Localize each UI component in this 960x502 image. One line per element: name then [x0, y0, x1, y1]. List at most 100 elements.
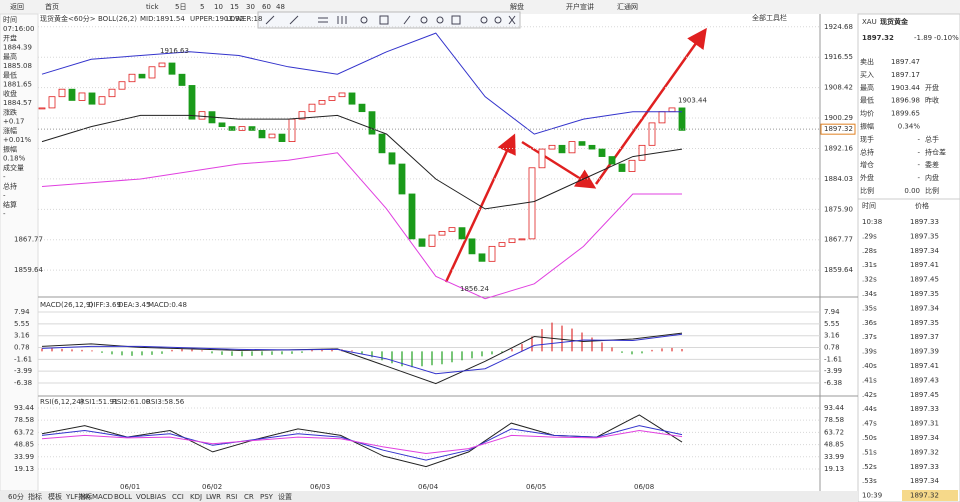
toolbar-item[interactable]: tick	[146, 3, 160, 11]
rsi3-line	[41, 429, 683, 455]
tab[interactable]: MACD	[92, 493, 113, 501]
x-date-label: 06/04	[418, 483, 439, 491]
quote-label: 振幅	[3, 145, 17, 154]
toolbar-item[interactable]: 48	[276, 3, 285, 11]
y-tick-label: -6.38	[14, 379, 32, 387]
y-tick-label: 3.16	[14, 332, 30, 340]
tick-time: 10:38	[862, 218, 882, 226]
tab[interactable]: 60分	[8, 492, 24, 501]
toolbar-item[interactable]: 30	[246, 3, 255, 11]
y-tick-label: 33.99	[824, 453, 844, 461]
legend-item: MACD:0.48	[148, 301, 187, 309]
y-tick-label: 1884.03	[824, 175, 853, 183]
tab[interactable]: LWR	[206, 493, 221, 501]
price-change: -1.89	[914, 34, 932, 42]
tick-price: 1897.32	[910, 492, 939, 500]
tab[interactable]: YLF指标	[65, 492, 92, 501]
tab[interactable]: 设置	[278, 492, 292, 501]
toolbar-item[interactable]: 60	[262, 3, 271, 11]
tick-price: 1897.39	[910, 348, 939, 356]
candle	[468, 238, 476, 255]
tab[interactable]: 模板	[48, 492, 62, 501]
toolbar-item[interactable]: 10	[214, 3, 223, 11]
quote-value: 1897.47	[891, 58, 920, 66]
y-tick-label: 0.78	[14, 344, 30, 352]
tick-price: 1897.32	[910, 448, 939, 456]
candle	[268, 133, 276, 139]
legend-item: DIFF:3.69	[88, 301, 121, 309]
tick-time: .39s	[862, 348, 877, 356]
quote-label: 昨收	[925, 96, 939, 105]
tab[interactable]: BIAS	[150, 493, 167, 501]
x-date-label: 06/03	[310, 483, 330, 491]
quote-label: 振幅	[860, 122, 874, 131]
y-tick-label: 7.94	[14, 308, 30, 316]
quote-value: +0.17	[3, 118, 24, 126]
all-tools-button[interactable]: 全部工具栏	[752, 13, 787, 22]
tab[interactable]: RSI	[226, 493, 237, 501]
tick-price: 1897.35	[910, 290, 939, 298]
quote-value: -	[917, 161, 920, 169]
quote-label: 开盘	[925, 83, 939, 92]
quote-label: 时间	[3, 15, 17, 24]
candle	[568, 141, 576, 154]
quote-value: 0.00	[904, 187, 920, 195]
candle	[158, 62, 166, 68]
tick-time: .53s	[862, 477, 877, 485]
y-tick-label: 1900.29	[824, 114, 853, 122]
last-price-label: 1897.32	[824, 125, 853, 133]
y-tick-label: 19.13	[14, 465, 34, 473]
candle	[38, 107, 46, 110]
price-annotation: 1916.63	[160, 47, 189, 55]
quote-label: 比例	[860, 186, 874, 195]
candle	[538, 148, 546, 169]
tick-price: 1897.43	[910, 376, 939, 384]
quote-value: -	[917, 135, 920, 143]
candle	[328, 96, 336, 101]
tab[interactable]: 指标	[28, 492, 42, 501]
candle	[168, 62, 176, 75]
current-price: 1897.32	[862, 34, 894, 42]
toolbar-item[interactable]: 首页	[45, 2, 59, 11]
tab[interactable]: CR	[244, 493, 254, 501]
y-tick-label: -1.61	[824, 355, 842, 363]
candle	[138, 73, 146, 79]
toolbar-item[interactable]: 开户宣讲	[566, 2, 594, 11]
toolbar-item[interactable]: 5	[200, 3, 204, 11]
column-header: 时间	[862, 201, 876, 210]
candle	[648, 122, 656, 146]
legend-item: RSI3:58.56	[146, 398, 185, 406]
toolbar-item[interactable]: 5日	[175, 3, 186, 11]
y-tick-label: 1859.64	[14, 266, 43, 274]
tab[interactable]: MA	[80, 493, 91, 501]
toolbar-item[interactable]: 返回	[10, 3, 24, 11]
candle	[148, 66, 156, 79]
quote-value: -	[3, 210, 6, 218]
quote-value: 1896.98	[891, 97, 920, 105]
legend-item: RSI1:51.91	[80, 398, 118, 406]
y-tick-label: 63.72	[14, 428, 34, 436]
candle	[228, 126, 236, 131]
column-header: 价格	[915, 201, 929, 210]
tab[interactable]: KDJ	[190, 493, 202, 501]
toolbar-item[interactable]: 15	[230, 3, 239, 11]
y-tick-label: 1859.64	[824, 266, 853, 274]
candle	[598, 148, 606, 157]
quote-value: 0.34%	[898, 123, 921, 131]
y-tick-label: 19.13	[824, 465, 844, 473]
candle	[178, 73, 186, 86]
last-price-tag	[820, 123, 856, 135]
tab[interactable]: BOLL	[114, 493, 132, 501]
quote-label: 内盘	[925, 173, 939, 182]
tab[interactable]: PSY	[260, 493, 274, 501]
tab[interactable]: VOL	[136, 493, 150, 501]
candle	[348, 92, 356, 105]
tick-time: .41s	[862, 376, 877, 384]
candle	[638, 144, 646, 161]
toolbar-item[interactable]: 汇通网	[617, 2, 638, 11]
candle	[338, 92, 346, 98]
quote-label: 卖出	[860, 57, 874, 66]
toolbar-item[interactable]: 解盘	[510, 2, 524, 11]
candle	[548, 144, 556, 150]
tab[interactable]: CCI	[172, 493, 184, 501]
